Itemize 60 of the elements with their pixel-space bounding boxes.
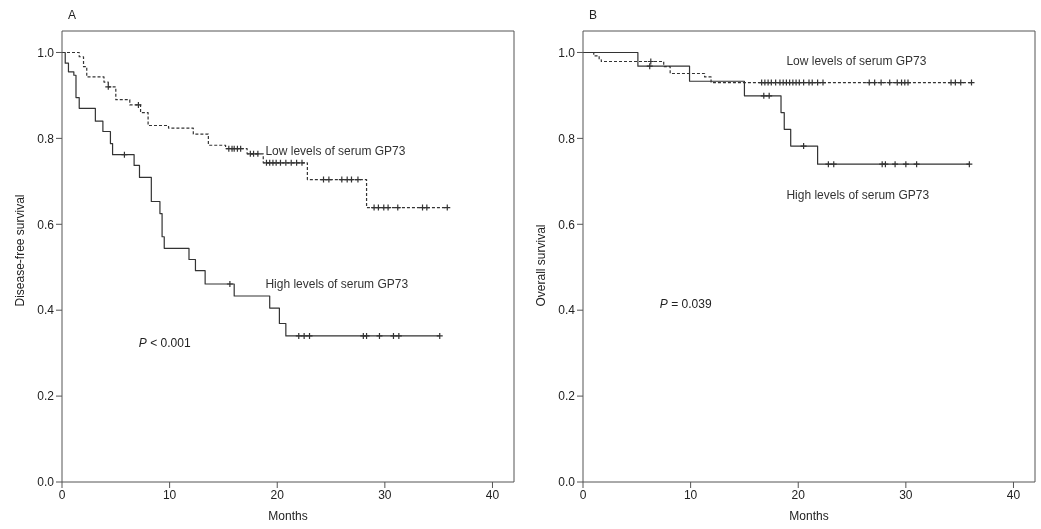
- point: [226, 280, 234, 288]
- series-label: High levels of serum GP73: [265, 277, 409, 292]
- y-tick-label: 0.6: [558, 217, 576, 232]
- point: [375, 332, 384, 340]
- y-tick-label: 0.8: [37, 131, 55, 146]
- point: [902, 160, 910, 168]
- x-tick-label: 20: [270, 487, 285, 502]
- point: [877, 78, 885, 87]
- x-tick-label: 10: [683, 487, 698, 502]
- x-axis-title: Months: [268, 509, 308, 523]
- point: [254, 150, 262, 158]
- point: [354, 176, 362, 184]
- y-tick-label: 0.8: [558, 131, 576, 146]
- y-axis-title: Disease-free survival: [13, 194, 28, 307]
- series-label: Low levels of serum GP73: [786, 53, 927, 68]
- annotation: P < 0.001: [138, 335, 191, 350]
- y-tick-label: 0.6: [37, 217, 55, 232]
- y-tick-label: 0.0: [37, 475, 55, 490]
- y-tick-label: 0.0: [558, 475, 576, 490]
- x-axis-title: Months: [789, 509, 829, 523]
- series-label: Low levels of serum GP73: [265, 143, 406, 158]
- x-tick-label: 30: [378, 487, 392, 502]
- point: [370, 203, 378, 212]
- point: [760, 92, 768, 100]
- point: [282, 159, 290, 167]
- point: [395, 332, 403, 340]
- point: [295, 332, 303, 340]
- y-tick-label: 1.0: [558, 45, 576, 60]
- y-tick-label: 0.2: [558, 389, 576, 404]
- x-tick-label: 10: [162, 487, 177, 502]
- point: [819, 78, 827, 87]
- x-tick-label: 40: [1006, 487, 1021, 502]
- point: [276, 159, 285, 167]
- x-tick-label: 0: [579, 487, 587, 502]
- annotation: P = 0.039: [659, 297, 712, 312]
- x-tick-label: 40: [485, 487, 500, 502]
- chart-title: A: [67, 8, 77, 24]
- point: [384, 203, 392, 212]
- x-tick-label: 30: [899, 487, 913, 502]
- y-tick-label: 0.4: [37, 303, 55, 318]
- x-tick-label: 0: [58, 487, 66, 502]
- chart-title: B: [588, 8, 598, 24]
- point: [134, 101, 143, 109]
- text: High levels of serum GP73: [786, 188, 930, 203]
- point: [389, 332, 398, 340]
- point: [305, 332, 314, 340]
- point: [891, 160, 899, 168]
- y-tick-label: 1.0: [37, 45, 55, 60]
- y-tick-label: 0.2: [37, 389, 55, 404]
- point: [287, 159, 295, 167]
- x-tick-label: 20: [791, 487, 806, 502]
- point: [325, 176, 333, 184]
- point: [298, 159, 306, 167]
- point: [293, 159, 301, 167]
- point: [765, 92, 773, 100]
- y-axis-title: Overall survival: [534, 224, 549, 307]
- point: [947, 78, 955, 87]
- point: [800, 142, 808, 150]
- y-tick-label: 0.4: [558, 303, 576, 318]
- point: [300, 332, 308, 340]
